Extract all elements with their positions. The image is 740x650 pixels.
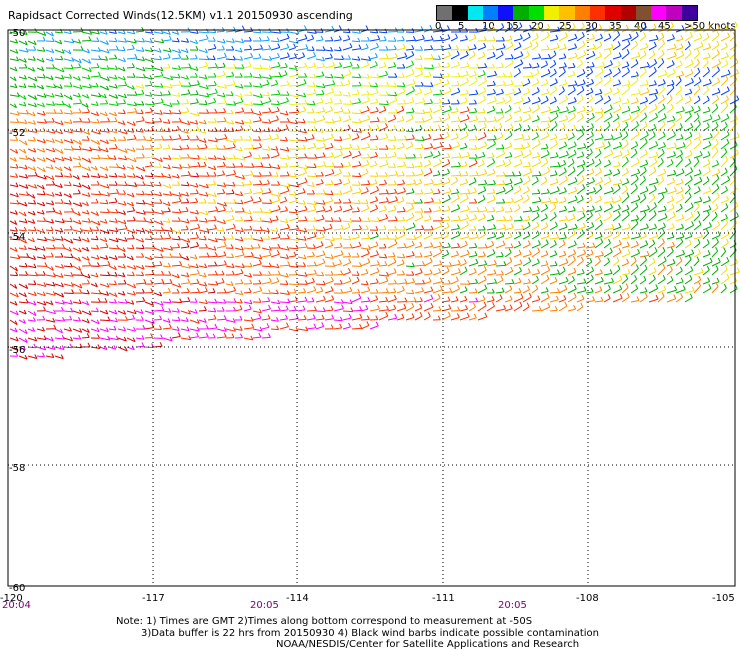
latitude-labels: -50 -52 -54 -56 -58 -60 [9,28,25,594]
footer-credit: NOAA/NESDIS/Center for Satellite Applica… [276,639,580,650]
colorbar-swatch [437,6,453,20]
colorbar-label: 10 [482,21,495,32]
plot-frame [7,29,736,587]
lon-label-108: -108 [576,593,599,604]
colorbar-swatch [651,6,667,20]
lon-label-111: -111 [432,593,455,604]
footer-note-1: Note: 1) Times are GMT 2)Times along bot… [116,616,533,627]
colorbar-swatch [528,6,545,20]
lat-label: -54 [9,232,25,243]
colorbar-swatch [589,6,606,20]
colorbar-swatch [452,6,468,20]
map-title: Rapidsact Corrected Winds(12.5KM) v1.1 2… [8,9,353,22]
lon-label-114: -114 [286,593,309,604]
footer-note-2: 3)Data buffer is 22 hrs from 20150930 4)… [141,628,599,639]
colorbar-swatch [635,6,652,20]
lon-label-120: -120 [0,593,23,604]
colorbar-swatch [605,6,621,20]
colorbar-swatch [574,6,590,20]
colorbar-label: 35 [609,21,622,32]
lat-label: -52 [9,128,25,139]
colorbar-swatch [620,6,636,20]
lon-label-105: -105 [712,593,735,604]
wind-speed-colorbar [436,5,698,21]
time-label-3: 20:05 [498,600,527,611]
lat-label: -50 [9,28,25,39]
lat-label: -60 [9,583,25,594]
colorbar-swatch [498,6,514,20]
colorbar-swatch [666,6,682,20]
colorbar-swatch [482,6,499,20]
time-label-1: 20:04 [2,600,31,611]
lat-label: -58 [9,463,25,474]
lat-label: -56 [9,345,25,356]
colorbar-label: 30 [585,21,598,32]
colorbar-label: 20 [531,21,544,32]
colorbar-label: 0 [435,21,442,32]
colorbar-label: 5 [458,21,465,32]
graticule [8,30,735,586]
time-label-2: 20:05 [250,600,279,611]
colorbar-swatch [544,6,560,20]
lon-label-117: -117 [142,593,165,604]
colorbar-swatch [681,6,698,20]
colorbar-swatch [513,6,529,20]
colorbar-swatch [559,6,575,20]
colorbar-label: 40 [634,21,647,32]
wind-barb-field [9,21,740,360]
colorbar-swatch [467,6,483,20]
